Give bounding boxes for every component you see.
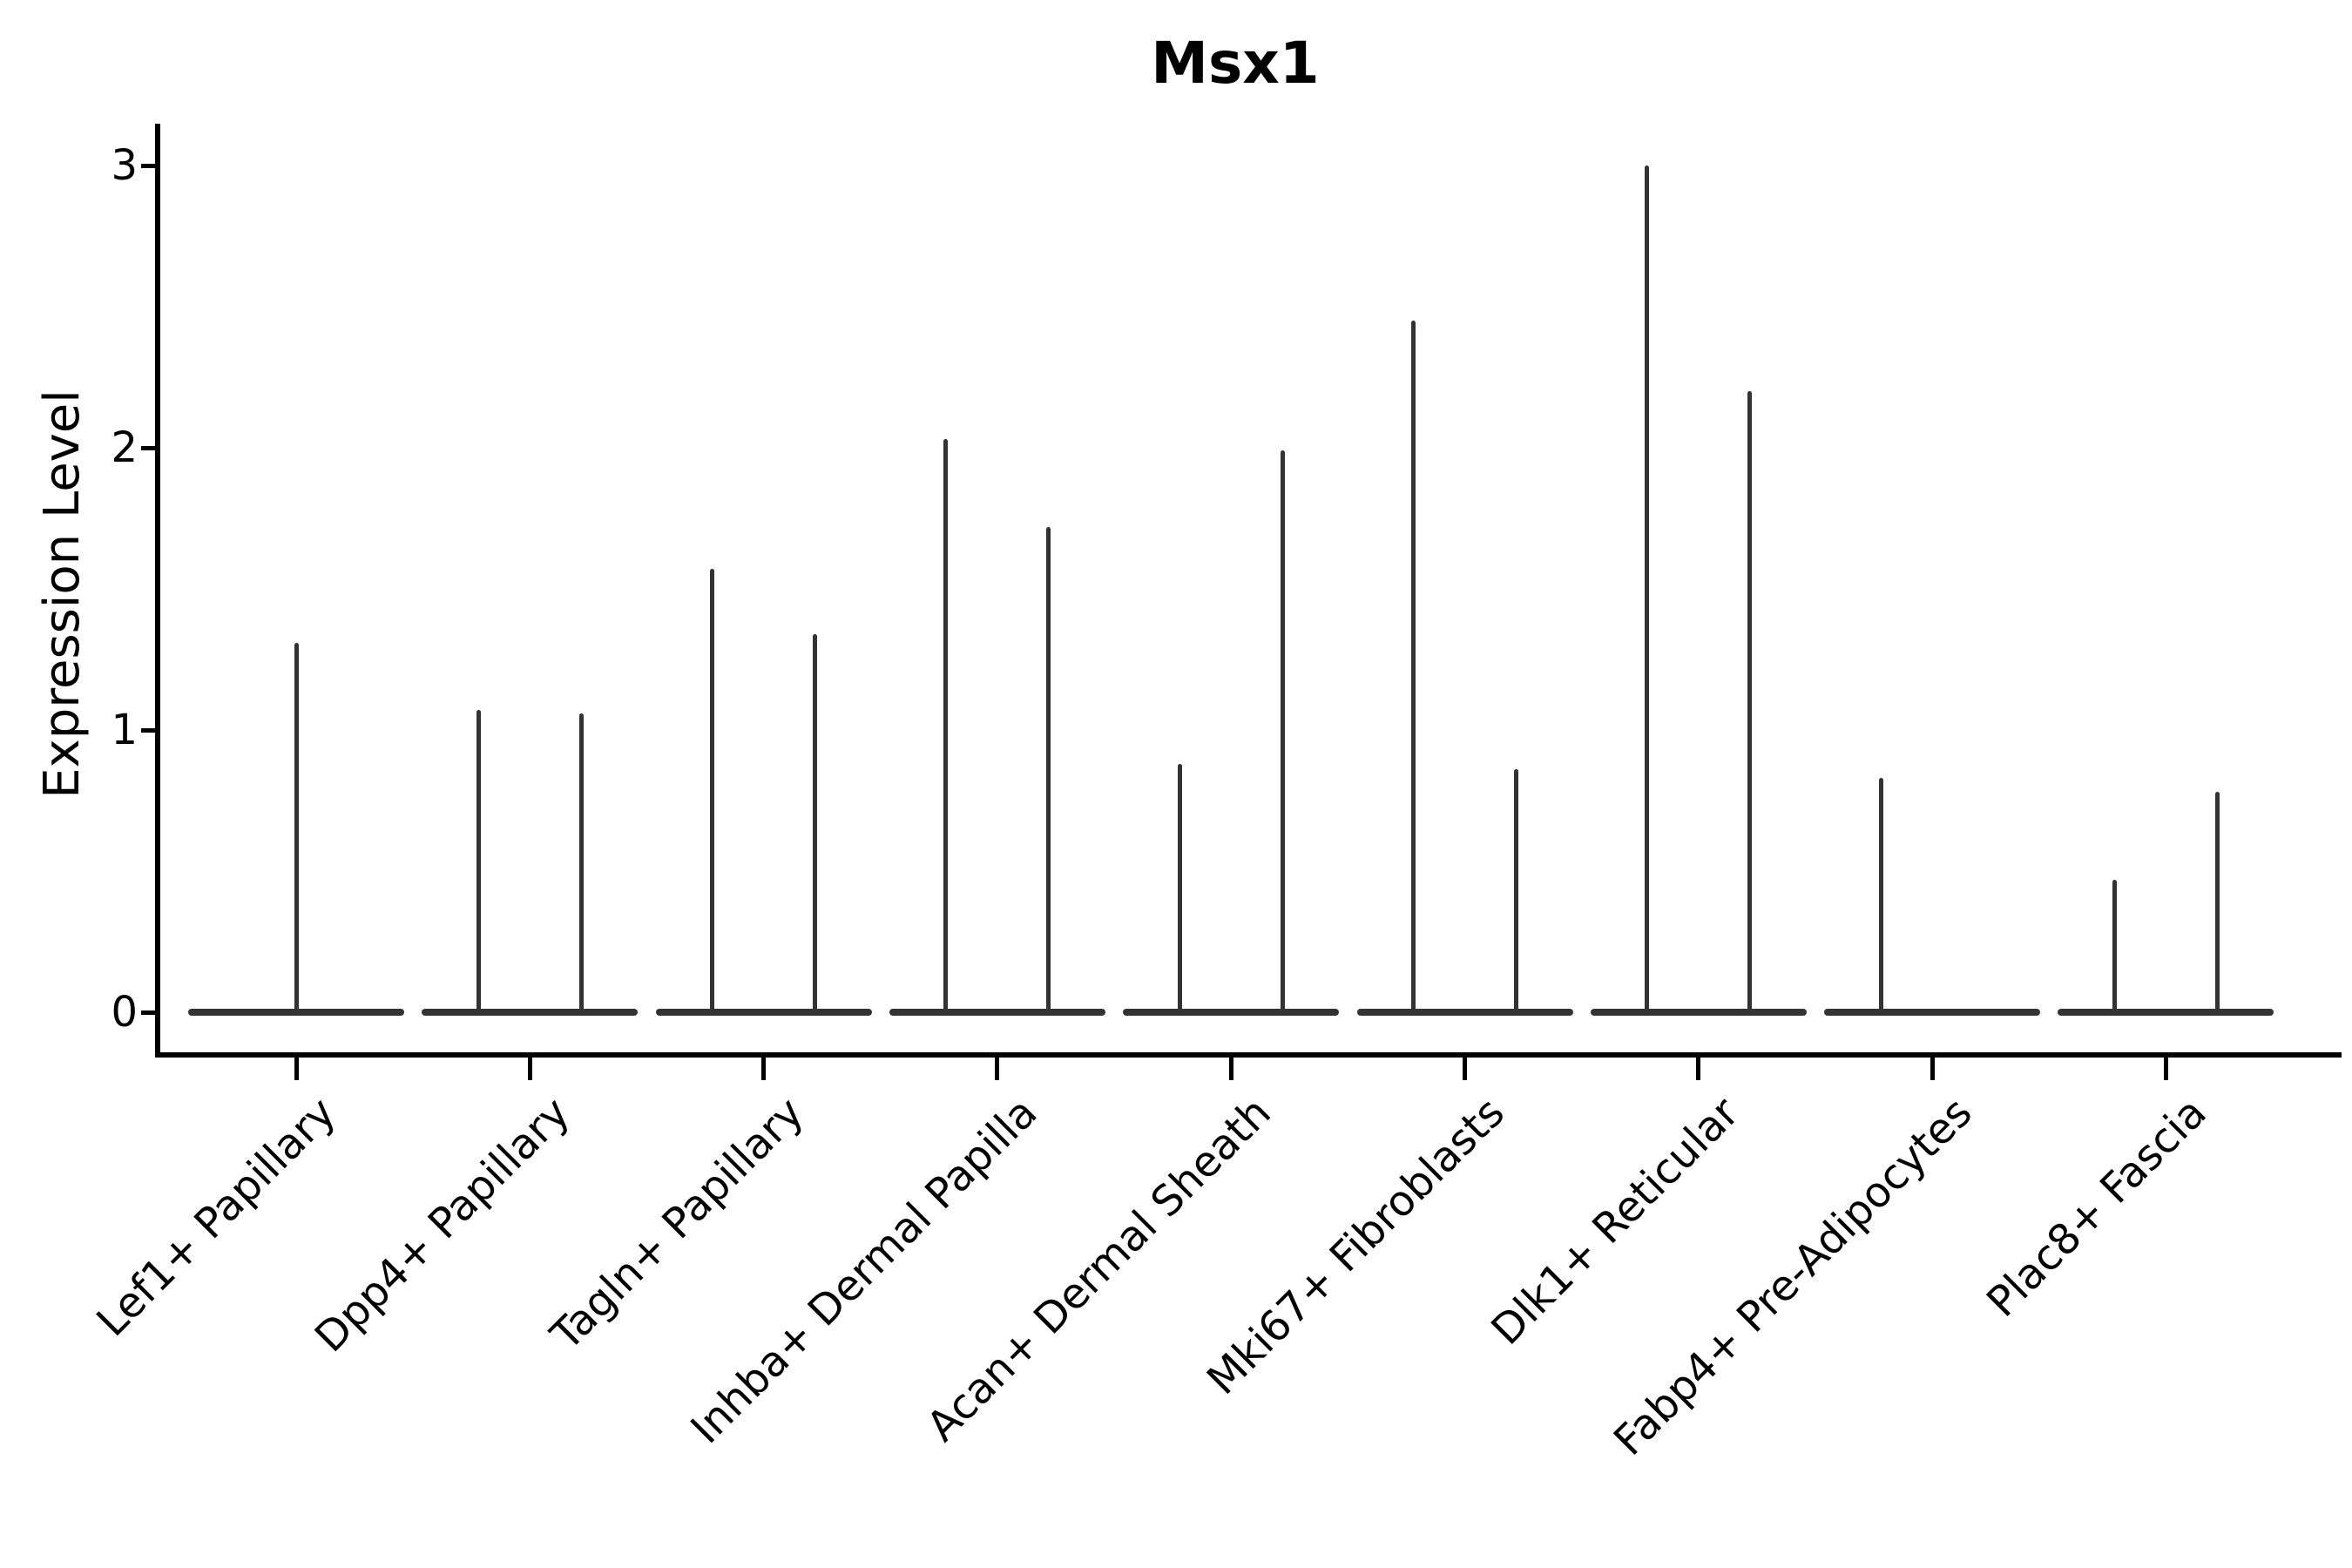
x-axis-tick — [2163, 1058, 2168, 1080]
violin-spike — [294, 642, 299, 1012]
x-tick-label: Dpp4+ Papillary — [306, 1088, 580, 1362]
y-tick-label: 0 — [111, 988, 138, 1037]
x-axis-tick — [761, 1058, 767, 1080]
y-tick-label: 2 — [111, 423, 138, 472]
violin-baseline — [422, 1009, 639, 1016]
x-axis-tick — [1463, 1058, 1467, 1080]
y-axis-tick — [141, 163, 155, 168]
violin-baseline — [655, 1009, 872, 1016]
x-tick-label: Lef1+ Papillary — [87, 1088, 346, 1347]
violin-baseline — [1590, 1009, 1807, 1016]
violin-spike — [710, 569, 715, 1012]
violin-spike — [2214, 792, 2220, 1012]
x-tick-label: Tagln+ Papillary — [541, 1088, 814, 1360]
y-tick-label: 3 — [111, 141, 138, 190]
violin-baseline — [1123, 1009, 1340, 1016]
violin-baseline — [1824, 1009, 2041, 1016]
violin-spike — [476, 710, 481, 1012]
x-axis-tick — [995, 1058, 1000, 1080]
x-axis-tick — [1930, 1058, 1935, 1080]
violin-spike — [1747, 391, 1753, 1012]
x-axis-line — [155, 1052, 2342, 1058]
y-axis-line — [155, 124, 160, 1058]
x-tick-label: Dlk1+ Reticular — [1481, 1088, 1748, 1355]
violin-baseline — [2058, 1009, 2274, 1016]
violin-baseline — [889, 1009, 1105, 1016]
violin-spike — [1645, 166, 1650, 1012]
violin-spike — [1046, 526, 1051, 1012]
x-axis-tick — [1228, 1058, 1233, 1080]
y-tick-label: 1 — [111, 706, 138, 754]
y-axis-tick — [141, 1010, 155, 1015]
violin-spike — [1410, 321, 1416, 1012]
violin-spike — [2112, 879, 2117, 1012]
violin-spike — [943, 439, 949, 1012]
x-axis-tick — [527, 1058, 532, 1080]
violin-spike — [1280, 450, 1285, 1012]
violin-baseline — [188, 1009, 404, 1016]
x-axis-tick — [1696, 1058, 1701, 1080]
plot-title: Msx1 — [1151, 30, 1320, 97]
y-axis-tick — [141, 445, 155, 450]
violin-spike — [1878, 778, 1883, 1012]
x-axis-tick — [294, 1058, 299, 1080]
x-tick-label: Plac8+ Fascia — [1977, 1088, 2216, 1327]
violin-baseline — [1356, 1009, 1573, 1016]
violin-spike — [1177, 763, 1182, 1012]
violin-spike — [1514, 769, 1519, 1012]
violin-spike — [813, 633, 818, 1012]
y-axis-tick — [141, 727, 155, 733]
violin-spike — [578, 713, 584, 1012]
